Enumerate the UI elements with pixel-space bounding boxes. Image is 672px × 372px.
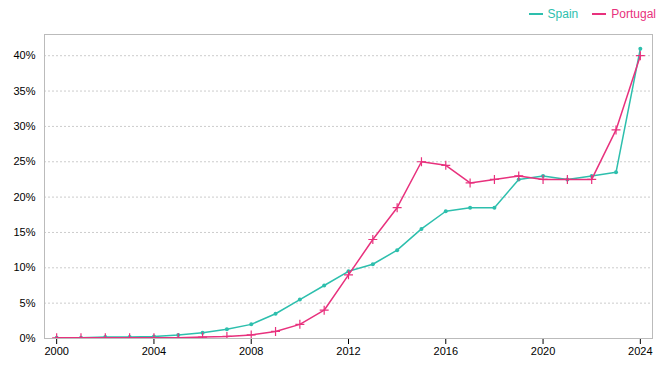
svg-text:30%: 30% bbox=[13, 120, 35, 132]
html-text:Portugal: Portugal bbox=[611, 7, 656, 21]
svg-text:40%: 40% bbox=[13, 49, 35, 61]
svg-text:35%: 35% bbox=[13, 85, 35, 97]
svg-text:0%: 0% bbox=[20, 332, 36, 344]
svg-text:2020: 2020 bbox=[531, 345, 555, 357]
svg-text:10%: 10% bbox=[13, 261, 35, 273]
svg-text:2008: 2008 bbox=[239, 345, 263, 357]
svg-text:25%: 25% bbox=[13, 155, 35, 167]
svg-text:20%: 20% bbox=[13, 191, 35, 203]
svg-text:2016: 2016 bbox=[434, 345, 458, 357]
svg-text:5%: 5% bbox=[20, 297, 36, 309]
svg-text:2012: 2012 bbox=[336, 345, 360, 357]
svg-text:2024: 2024 bbox=[628, 345, 652, 357]
svg-text:15%: 15% bbox=[13, 226, 35, 238]
svg-text:2004: 2004 bbox=[142, 345, 166, 357]
html-text:Spain: Spain bbox=[547, 7, 579, 21]
svg-text:2000: 2000 bbox=[44, 345, 68, 357]
